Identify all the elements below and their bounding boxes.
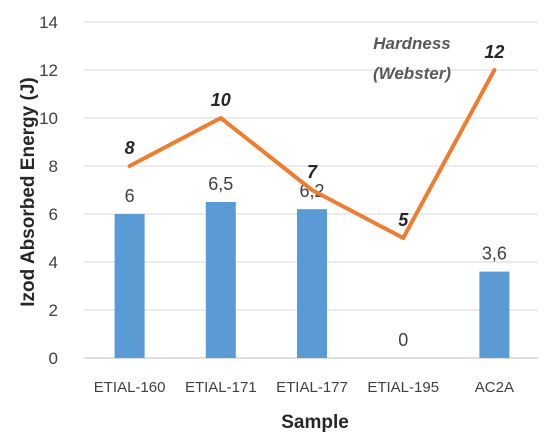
- line-series-annotation-line2: (Webster): [373, 64, 451, 83]
- y-tick-label: 6: [49, 205, 58, 224]
- bar: [114, 214, 145, 358]
- bar: [205, 202, 236, 358]
- line-data-label: 10: [211, 90, 231, 110]
- y-tick-label: 8: [49, 157, 58, 176]
- bar-data-label: 6: [125, 186, 135, 206]
- bar-series: [114, 202, 510, 358]
- y-tick-label: 12: [39, 61, 58, 80]
- line-data-labels: 8 10 7 5 12: [125, 42, 505, 230]
- bar-data-label: 6,5: [208, 174, 233, 194]
- line-data-label: 12: [484, 42, 504, 62]
- line-series: [127, 68, 497, 240]
- x-tick-label: ETIAL-177: [276, 379, 348, 396]
- y-tick-label: 0: [49, 349, 58, 368]
- y-axis-title: Izod Absorbed Energy (J): [18, 77, 39, 306]
- line-data-label: 8: [125, 138, 135, 158]
- y-tick-label: 4: [49, 253, 58, 272]
- bar-data-label: 0: [398, 330, 408, 350]
- line-series-annotation-line1: Hardness: [373, 34, 450, 53]
- line-data-label: 7: [307, 162, 318, 182]
- bar: [297, 209, 327, 358]
- y-axis-ticks: 0 2 4 6 8 10 12 14: [39, 13, 58, 368]
- y-tick-label: 2: [49, 301, 58, 320]
- y-tick-label: 10: [39, 109, 58, 128]
- bar-data-label: 3,6: [482, 244, 507, 264]
- x-axis-ticks: ETIAL-160 ETIAL-171 ETIAL-177 ETIAL-195 AC2A: [94, 379, 514, 396]
- x-tick-label: ETIAL-171: [185, 379, 257, 396]
- y-tick-label: 14: [39, 13, 58, 32]
- hardness-line: [127, 68, 497, 240]
- x-axis-title: Sample: [281, 412, 349, 433]
- bar: [479, 271, 510, 358]
- x-tick-label: ETIAL-160: [94, 379, 166, 396]
- line-data-label: 5: [398, 210, 409, 230]
- x-tick-label: ETIAL-195: [367, 379, 439, 396]
- x-tick-label: AC2A: [475, 379, 514, 396]
